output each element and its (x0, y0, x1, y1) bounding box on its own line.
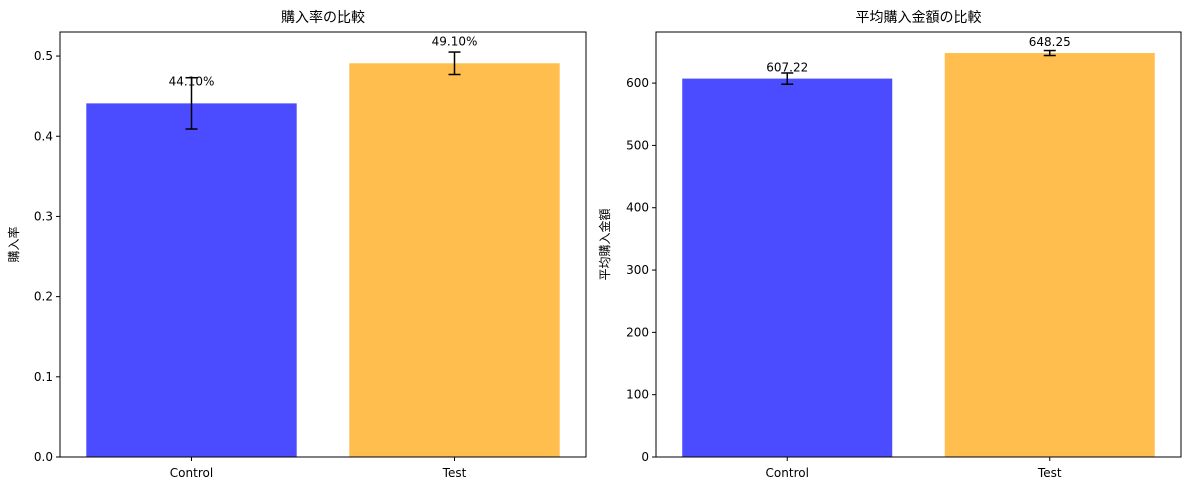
chart-title: 平均購入金額の比較 (856, 10, 982, 26)
plot-frame (655, 31, 1182, 458)
error-bar-test (1043, 49, 1056, 57)
error-bar-control (781, 72, 794, 85)
y-tick-label: 0.0 (34, 450, 53, 464)
y-tick-label: 300 (626, 263, 649, 277)
data-label-test: 648.25 (1029, 35, 1071, 49)
y-tick-label: 200 (626, 325, 649, 339)
y-tick-label: 0.4 (34, 129, 53, 143)
y-tick-label: 600 (626, 76, 649, 90)
y-tick-label: 0 (641, 450, 649, 464)
y-tick-label: 0.2 (34, 290, 53, 304)
data-label-control: 44.10% (169, 74, 215, 88)
x-tick-label-test: Test (1037, 466, 1062, 480)
x-tick-label-test: Test (442, 466, 467, 480)
y-axis-label: 平均購入金額 (597, 208, 612, 280)
chart-title: 購入率の比較 (281, 9, 365, 26)
data-label-control: 607.22 (766, 61, 808, 75)
y-tick-label: 0.3 (34, 209, 53, 223)
y-axis-label: 購入率 (6, 226, 21, 262)
bar-control (86, 103, 297, 458)
bar-control (682, 78, 893, 457)
average-purchase-amount-chart: 607.22 648.25 0 100 200 300 400 500 600 Control Te… (597, 10, 1182, 480)
y-tick-label: 500 (626, 138, 649, 152)
x-tick-label-control: Control (170, 466, 213, 480)
plot-frame (59, 31, 587, 458)
data-label-test: 49.10% (432, 34, 478, 48)
bar-test (944, 53, 1155, 457)
y-tick-label: 400 (626, 201, 649, 215)
y-tick-label: 100 (626, 388, 649, 402)
purchase-rate-chart: 44.10% 49.10% 0.0 0.1 0.2 0.3 0.4 0.5 Control Tes… (6, 9, 587, 480)
error-bar-control (185, 76, 198, 130)
bar-test (349, 63, 560, 458)
x-tick-label-control: Control (766, 466, 809, 480)
error-bar-test (448, 51, 461, 76)
y-tick-label: 0.1 (34, 370, 53, 384)
y-tick-label: 0.5 (34, 49, 53, 63)
